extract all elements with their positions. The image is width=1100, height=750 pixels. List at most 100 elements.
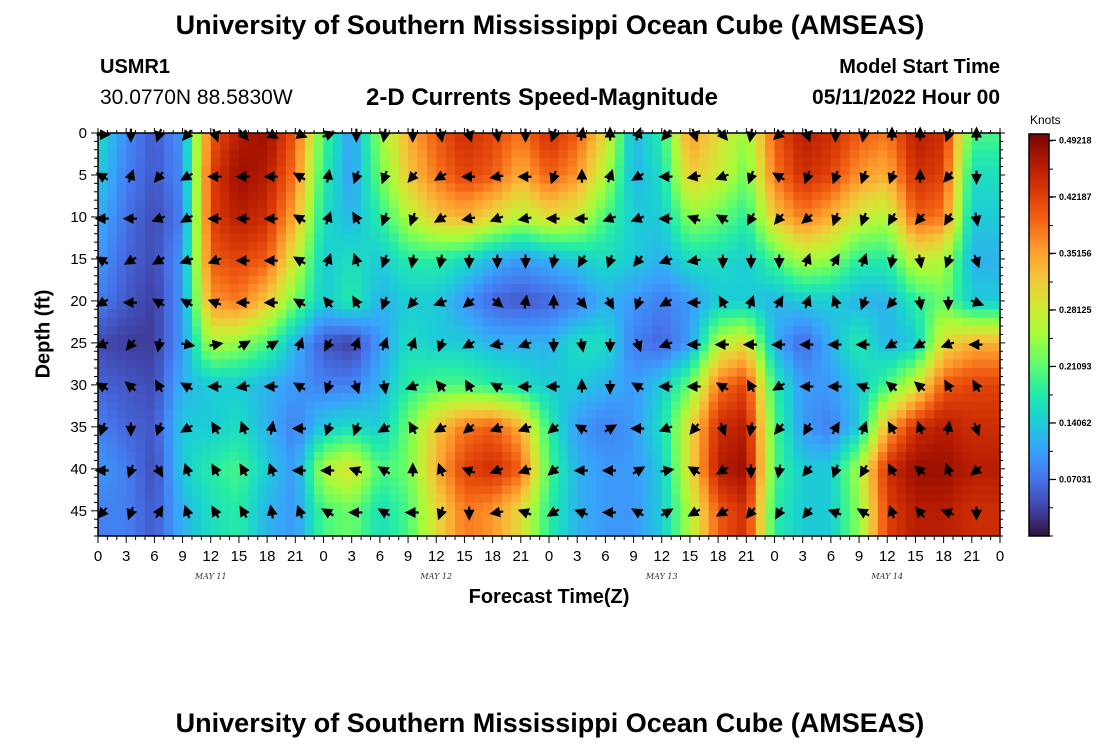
heatmap-cell [558,166,569,176]
heatmap-cell [595,510,606,520]
heatmap-cell [304,166,315,176]
heatmap-cell [830,326,841,336]
heatmap-cell [163,191,174,201]
heatmap-cell [295,326,306,336]
heatmap-cell [173,174,184,184]
heatmap-cell [699,401,710,411]
heatmap-cell [699,502,710,512]
heatmap-cell [755,468,766,478]
heatmap-cell [248,502,259,512]
heatmap-cell [426,477,437,487]
heatmap-cell [370,359,381,369]
heatmap-cell [314,494,325,504]
current-arrow [773,295,784,309]
heatmap-cell [558,376,569,386]
heatmap-cell [642,284,653,294]
heatmap-cell [379,519,390,529]
heatmap-cell [238,141,249,151]
heatmap-cell [116,519,127,529]
heatmap-cell [840,242,851,252]
heatmap-cell [135,292,146,302]
heatmap-cell [342,435,353,445]
heatmap-cell [689,183,700,193]
heatmap-cell [389,200,400,210]
heatmap-cell [614,267,625,277]
heatmap-cell [342,133,353,142]
heatmap-cell [314,401,325,411]
heatmap-cell [492,275,503,285]
heatmap-cell [361,359,372,369]
heatmap-cell [868,284,879,294]
heatmap-cell [821,468,832,478]
current-arrow [940,338,955,349]
heatmap-cell [943,502,954,512]
heatmap-cell [135,477,146,487]
heatmap-cell [981,527,992,536]
heatmap-cell [520,149,531,159]
heatmap-cell [943,435,954,445]
heatmap-cell [492,435,503,445]
heatmap-cell [107,200,118,210]
heatmap-cell [304,292,315,302]
heatmap-cell [126,519,137,529]
heatmap-cell [370,460,381,470]
heatmap-cell [191,242,202,252]
heatmap-cell [342,393,353,403]
heatmap-cell [840,141,851,151]
heatmap-cell [520,275,531,285]
current-arrow [659,296,673,307]
heatmap-cell [840,225,851,235]
heatmap-cell [426,485,437,495]
heatmap-cell [699,527,710,536]
heatmap-cell [220,149,231,159]
heatmap-cell [915,149,926,159]
heatmap-cell [370,174,381,184]
heatmap-cell [285,460,296,470]
heatmap-cell [671,158,682,168]
heatmap-cell [887,292,898,302]
heatmap-cell [201,275,212,285]
heatmap-cell [201,443,212,453]
heatmap-cell [633,418,644,428]
heatmap-cell [304,191,315,201]
heatmap-cell [116,225,127,235]
heatmap-cell [285,485,296,495]
heatmap-cell [520,485,531,495]
heatmap-cell [257,200,268,210]
heatmap-cell [116,216,127,226]
heatmap-cell [990,309,1000,319]
heatmap-cell [624,292,635,302]
heatmap-cell [408,200,419,210]
heatmap-cell [173,317,184,327]
heatmap-cell [849,368,860,378]
heatmap-cell [238,191,249,201]
heatmap-cell [126,225,137,235]
heatmap-cell [436,334,447,344]
heatmap-cell [586,208,597,218]
current-arrow [574,508,588,519]
heatmap-cell [210,242,221,252]
heatmap-cell [520,359,531,369]
heatmap-cell [962,158,973,168]
heatmap-cell [492,477,503,487]
heatmap-cell [370,275,381,285]
heatmap-cell [238,410,249,420]
heatmap-cell [173,443,184,453]
heatmap-cell [445,502,456,512]
heatmap-cell [586,183,597,193]
heatmap-cell [220,292,231,302]
heatmap-cell [436,410,447,420]
heatmap-cell [511,216,522,226]
heatmap-cell [295,208,306,218]
heatmap-cell [896,267,907,277]
heatmap-cell [285,141,296,151]
heatmap-cell [981,468,992,478]
current-arrow [914,506,927,519]
heatmap-cell [163,376,174,386]
heatmap-cell [455,284,466,294]
heatmap-cell [511,258,522,268]
heatmap-cell [163,216,174,226]
heatmap-cell [417,393,428,403]
heatmap-cell [877,208,888,218]
heatmap-cell [812,477,823,487]
